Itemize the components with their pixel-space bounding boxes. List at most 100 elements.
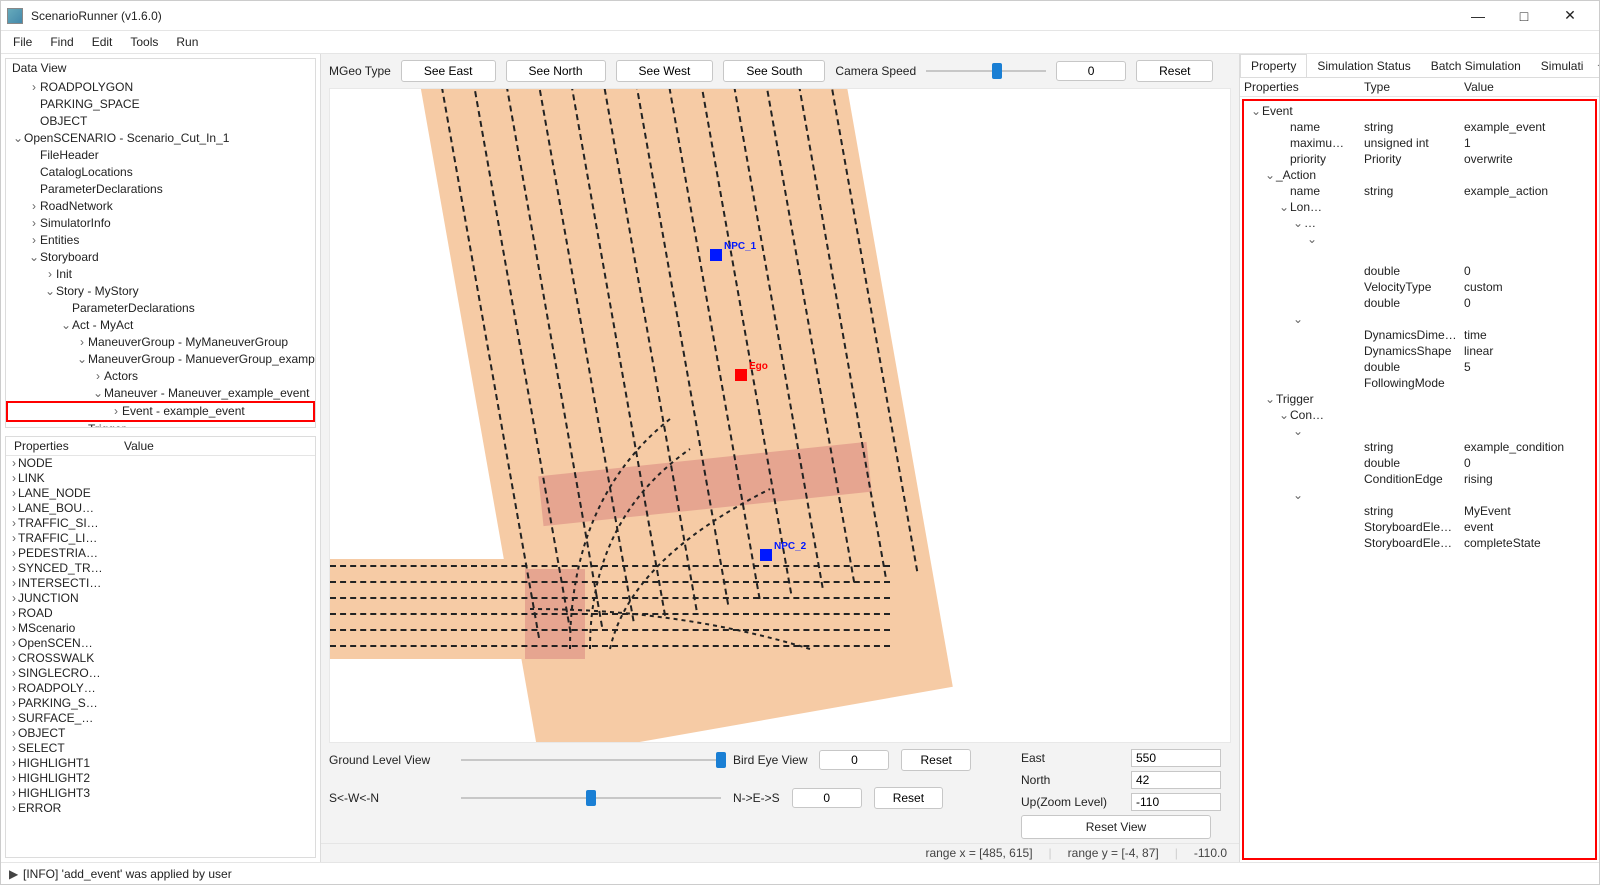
chevron-down-icon[interactable]: ⌄ <box>44 284 56 299</box>
prop-item[interactable]: ›SYNCED_TR… <box>6 561 315 576</box>
chevron-right-icon[interactable]: › <box>6 786 18 801</box>
chevron-right-icon[interactable]: › <box>6 681 18 696</box>
prop-item[interactable]: ›HIGHLIGHT2 <box>6 771 315 786</box>
prop-item[interactable]: ›LINK <box>6 471 315 486</box>
camera-speed-reset-button[interactable]: Reset <box>1136 60 1213 82</box>
maximize-button[interactable]: □ <box>1501 1 1547 31</box>
tab-property[interactable]: Property <box>1240 54 1307 78</box>
right-prop-row[interactable]: double0 <box>1244 455 1595 471</box>
tree-item[interactable]: ⌄Story - MyStory <box>6 283 315 300</box>
right-prop-row[interactable]: ConditionEdgerising <box>1244 471 1595 487</box>
tabs-scroll-left-icon[interactable]: ◀ <box>1593 60 1599 71</box>
orientation-input[interactable] <box>792 788 862 808</box>
chevron-right-icon[interactable]: › <box>6 486 18 501</box>
east-input[interactable] <box>1131 749 1221 767</box>
tree-item[interactable]: CatalogLocations <box>6 164 315 181</box>
view-reset-button-1[interactable]: Reset <box>901 749 970 771</box>
north-input[interactable] <box>1131 771 1221 789</box>
viewport[interactable]: NPC_1EgoNPC_2 <box>329 88 1231 743</box>
camera-speed-input[interactable] <box>1056 61 1126 81</box>
tab-simulati[interactable]: Simulati <box>1531 55 1594 77</box>
chevron-right-icon[interactable]: › <box>6 651 18 666</box>
chevron-right-icon[interactable]: › <box>6 726 18 741</box>
chevron-down-icon[interactable]: ⌄ <box>1278 199 1290 215</box>
right-prop-row[interactable]: ⌄Trigger <box>1244 391 1595 407</box>
left-prop-list[interactable]: ›NODE›LINK›LANE_NODE›LANE_BOU…›TRAFFIC_S… <box>6 456 315 857</box>
chevron-down-icon[interactable]: ⌄ <box>12 131 24 146</box>
chevron-down-icon[interactable]: ⌄ <box>1292 487 1304 503</box>
prop-item[interactable]: ›JUNCTION <box>6 591 315 606</box>
data-view-tree[interactable]: ›ROADPOLYGONPARKING_SPACEOBJECT⌄OpenSCEN… <box>6 77 315 427</box>
right-prop-row[interactable] <box>1244 247 1595 263</box>
tree-item[interactable]: ›Trigger <box>6 421 315 427</box>
chevron-right-icon[interactable]: › <box>28 199 40 214</box>
chevron-right-icon[interactable]: › <box>6 711 18 726</box>
tree-item[interactable]: ⌄ManeuverGroup - ManueverGroup_exampl… <box>6 351 315 368</box>
prop-item[interactable]: ›HIGHLIGHT1 <box>6 756 315 771</box>
chevron-right-icon[interactable]: › <box>76 335 88 350</box>
menu-run[interactable]: Run <box>168 33 206 51</box>
right-prop-row[interactable]: DynamicsShapelinear <box>1244 343 1595 359</box>
menu-find[interactable]: Find <box>42 33 81 51</box>
tree-item[interactable]: ›Init <box>6 266 315 283</box>
chevron-right-icon[interactable]: › <box>6 621 18 636</box>
right-prop-row[interactable]: stringexample_condition <box>1244 439 1595 455</box>
right-prop-row[interactable]: ⌄Con… <box>1244 407 1595 423</box>
chevron-right-icon[interactable]: › <box>76 422 88 427</box>
right-prop-row[interactable]: ⌄ <box>1244 231 1595 247</box>
prop-item[interactable]: ›ROAD <box>6 606 315 621</box>
right-prop-tree[interactable]: ⌄Eventnamestringexample_eventmaximu…unsi… <box>1242 99 1597 860</box>
right-prop-row[interactable]: namestringexample_event <box>1244 119 1595 135</box>
prop-item[interactable]: ›INTERSECTI… <box>6 576 315 591</box>
chevron-down-icon[interactable]: ⌄ <box>92 386 104 401</box>
right-prop-row[interactable]: ⌄… <box>1244 215 1595 231</box>
prop-item[interactable]: ›MScenario <box>6 621 315 636</box>
prop-item[interactable]: ›PARKING_S… <box>6 696 315 711</box>
tab-batch-simulation[interactable]: Batch Simulation <box>1421 55 1531 77</box>
tab-simulation-status[interactable]: Simulation Status <box>1307 55 1420 77</box>
chevron-right-icon[interactable]: › <box>28 233 40 248</box>
tree-item[interactable]: ⌄Act - MyAct <box>6 317 315 334</box>
chevron-right-icon[interactable]: › <box>92 369 104 384</box>
vehicle-marker[interactable] <box>760 549 772 561</box>
close-button[interactable]: ✕ <box>1547 1 1593 31</box>
chevron-down-icon[interactable]: ⌄ <box>28 250 40 265</box>
chevron-right-icon[interactable]: › <box>6 696 18 711</box>
prop-item[interactable]: ›NODE <box>6 456 315 471</box>
vehicle-marker[interactable] <box>735 369 747 381</box>
chevron-right-icon[interactable]: › <box>6 591 18 606</box>
prop-item[interactable]: ›ERROR <box>6 801 315 816</box>
right-prop-row[interactable]: double5 <box>1244 359 1595 375</box>
right-prop-row[interactable]: namestringexample_action <box>1244 183 1595 199</box>
tree-item[interactable]: ›ManeuverGroup - MyManeuverGroup <box>6 334 315 351</box>
prop-item[interactable]: ›ROADPOLY… <box>6 681 315 696</box>
chevron-right-icon[interactable]: › <box>6 771 18 786</box>
chevron-right-icon[interactable]: › <box>6 576 18 591</box>
tree-item[interactable]: ›ROADPOLYGON <box>6 79 315 96</box>
tree-item[interactable]: PARKING_SPACE <box>6 96 315 113</box>
chevron-down-icon[interactable]: ⌄ <box>1292 423 1304 439</box>
menu-tools[interactable]: Tools <box>122 33 166 51</box>
right-prop-row[interactable]: stringMyEvent <box>1244 503 1595 519</box>
right-prop-row[interactable]: ⌄Lon… <box>1244 199 1595 215</box>
see-north-button[interactable]: See North <box>506 60 606 82</box>
tree-item[interactable]: ⌄OpenSCENARIO - Scenario_Cut_In_1 <box>6 130 315 147</box>
prop-item[interactable]: ›LANE_NODE <box>6 486 315 501</box>
minimize-button[interactable]: — <box>1455 1 1501 31</box>
right-prop-row[interactable]: FollowingMode <box>1244 375 1595 391</box>
tree-item[interactable]: ›Event - example_event <box>6 401 315 422</box>
chevron-right-icon[interactable]: › <box>6 666 18 681</box>
prop-item[interactable]: ›HIGHLIGHT3 <box>6 786 315 801</box>
tree-item[interactable]: FileHeader <box>6 147 315 164</box>
tree-item[interactable]: ›Actors <box>6 368 315 385</box>
chevron-right-icon[interactable]: › <box>6 531 18 546</box>
chevron-right-icon[interactable]: › <box>6 501 18 516</box>
chevron-down-icon[interactable]: ⌄ <box>1250 103 1262 119</box>
prop-item[interactable]: ›OBJECT <box>6 726 315 741</box>
chevron-right-icon[interactable]: › <box>44 267 56 282</box>
right-prop-row[interactable]: ⌄_Action <box>1244 167 1595 183</box>
prop-item[interactable]: ›LANE_BOU… <box>6 501 315 516</box>
chevron-right-icon[interactable]: › <box>6 471 18 486</box>
tree-item[interactable]: ›SimulatorInfo <box>6 215 315 232</box>
prop-item[interactable]: ›PEDESTRIA… <box>6 546 315 561</box>
